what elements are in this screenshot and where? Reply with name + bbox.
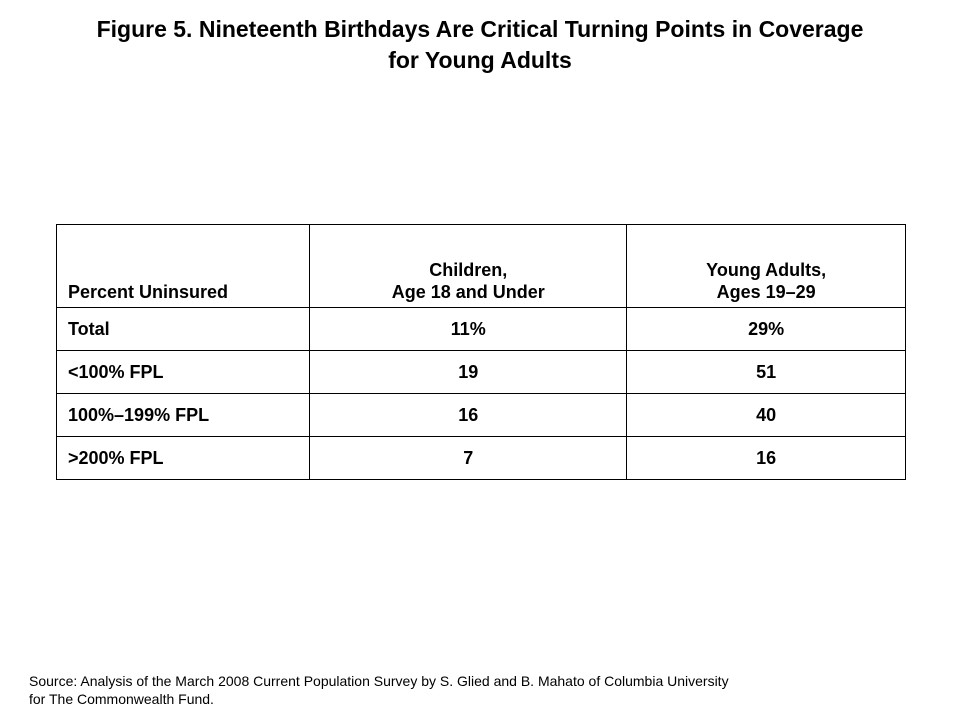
table-row-100-199-fpl: 100%–199% FPL 16 40: [55, 393, 906, 437]
column-header-line: Young Adults,: [706, 260, 827, 280]
source-note-line-2: for The Commonwealth Fund.: [29, 691, 214, 707]
uninsured-table: Percent Uninsured Children, Age 18 and U…: [55, 224, 906, 480]
table-row-200-plus-fpl: >200% FPL 7 16: [55, 436, 906, 480]
column-header-young-adults: Young Adults, Ages 19–29: [626, 224, 906, 308]
column-header-percent-uninsured: Percent Uninsured: [55, 224, 311, 308]
row-label: Total: [55, 307, 311, 351]
row-label: 100%–199% FPL: [55, 393, 311, 437]
cell-young-adults-value: 51: [626, 350, 906, 394]
figure-title-line-2: for Young Adults: [388, 47, 572, 73]
cell-young-adults-value: 29%: [626, 307, 906, 351]
column-header-line: Ages 19–29: [716, 282, 816, 302]
table-header-row: Percent Uninsured Children, Age 18 and U…: [55, 224, 906, 308]
row-label: >200% FPL: [68, 448, 164, 468]
cell-children-value: 7: [309, 436, 628, 480]
table-row-below-100-fpl: <100% FPL 19 51: [55, 350, 906, 394]
column-header-children: Children, Age 18 and Under: [309, 224, 628, 308]
figure-title: Figure 5. Nineteenth Birthdays Are Criti…: [0, 14, 960, 76]
column-header-line: Age 18 and Under: [391, 282, 545, 302]
cell-young-adults-value: 16: [626, 436, 906, 480]
column-header-line: Children,: [429, 260, 508, 280]
column-header-line: Percent Uninsured: [68, 282, 229, 302]
cell-children-value: 16: [309, 393, 628, 437]
cell-young-adults-value: 40: [626, 393, 906, 437]
cell-children-value: 19: [309, 350, 628, 394]
cell-children-value: 11%: [309, 307, 628, 351]
figure-title-line-1: Figure 5. Nineteenth Birthdays Are Criti…: [96, 16, 864, 42]
source-note: Source: Analysis of the March 2008 Curre…: [29, 672, 849, 708]
source-note-line-1: Source: Analysis of the March 2008 Curre…: [29, 673, 729, 689]
table-row-total: Total 11% 29%: [55, 307, 906, 351]
row-label: <100% FPL: [55, 350, 311, 394]
